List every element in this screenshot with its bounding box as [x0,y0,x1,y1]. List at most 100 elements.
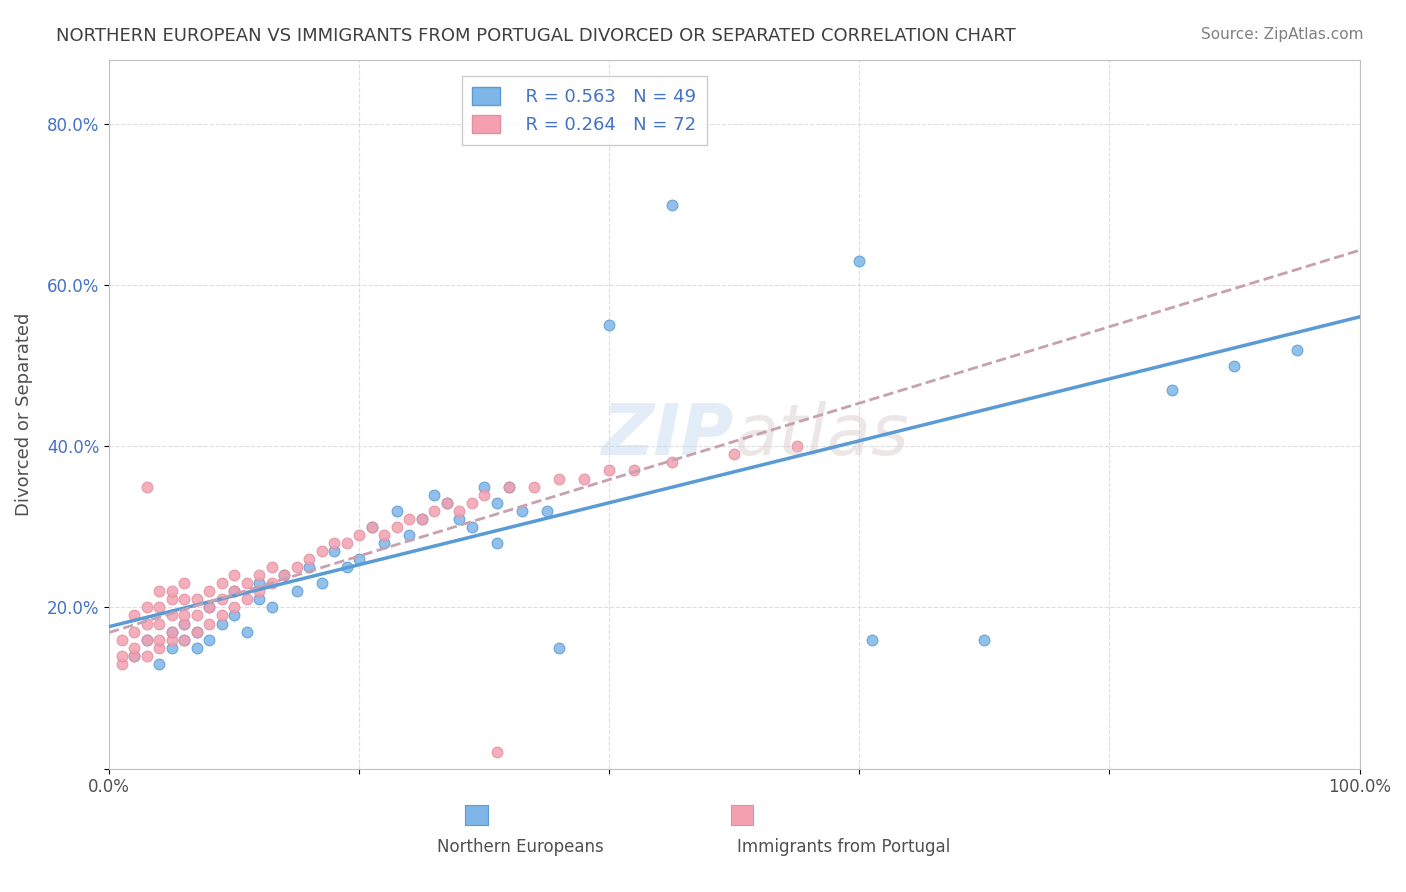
Point [285,560,308,574]
Point [247,592,270,607]
Point [235,624,257,639]
Point [198,632,221,647]
Point [548,640,571,655]
Point [186,592,208,607]
Point [186,624,208,639]
Point [224,568,246,582]
Point [323,536,346,550]
Point [211,592,233,607]
Point [160,624,183,639]
Point [498,479,520,493]
Point [385,520,408,534]
Point [285,584,308,599]
Point [148,640,170,655]
Point [211,616,233,631]
Point [186,624,208,639]
Point [485,496,508,510]
Point [110,657,132,671]
Point [122,648,145,663]
Point [436,496,458,510]
Point [148,616,170,631]
Point [723,447,745,461]
Point [548,471,571,485]
Point [311,544,333,558]
Point [661,455,683,469]
Point [224,584,246,599]
Point [122,608,145,623]
Point [336,560,359,574]
Point [1223,359,1246,373]
Point [198,584,221,599]
Point [423,488,446,502]
Point [160,624,183,639]
Text: Source: ZipAtlas.com: Source: ZipAtlas.com [1201,27,1364,42]
Point [260,600,283,615]
Point [472,479,495,493]
Point [247,568,270,582]
Legend:   R = 0.563   N = 49,   R = 0.264   N = 72: R = 0.563 N = 49, R = 0.264 N = 72 [461,76,707,145]
Point [148,657,170,671]
Point [398,528,420,542]
Point [461,496,484,510]
Point [973,632,995,647]
Text: atlas: atlas [734,401,908,470]
Point [148,584,170,599]
Point [135,479,157,493]
Point [247,584,270,599]
Point [186,608,208,623]
Point [472,488,495,502]
Point [211,608,233,623]
Point [173,608,195,623]
Point [186,640,208,655]
Point [122,640,145,655]
Point [385,504,408,518]
Point [160,640,183,655]
Text: Immigrants from Portugal: Immigrants from Portugal [737,838,950,856]
Point [574,471,596,485]
Point [173,632,195,647]
Point [122,648,145,663]
Point [461,520,484,534]
Point [198,600,221,615]
Point [398,512,420,526]
Point [135,648,157,663]
Point [160,592,183,607]
Point [485,536,508,550]
Point [485,746,508,760]
Point [160,608,183,623]
Point [860,632,883,647]
Point [298,560,321,574]
Y-axis label: Divorced or Separated: Divorced or Separated [15,312,32,516]
Point [235,576,257,591]
Point [135,616,157,631]
Text: Northern Europeans: Northern Europeans [437,838,603,856]
Point [311,576,333,591]
Point [135,632,157,647]
Point [173,616,195,631]
Point [373,528,395,542]
Point [423,504,446,518]
Point [347,552,370,566]
Point [235,592,257,607]
Point [336,536,359,550]
Point [360,520,382,534]
Point [160,632,183,647]
Point [211,576,233,591]
Point [198,616,221,631]
Point [411,512,433,526]
Point [260,576,283,591]
Point [148,632,170,647]
Point [173,592,195,607]
Point [260,560,283,574]
Text: NORTHERN EUROPEAN VS IMMIGRANTS FROM PORTUGAL DIVORCED OR SEPARATED CORRELATION : NORTHERN EUROPEAN VS IMMIGRANTS FROM POR… [56,27,1017,45]
Point [449,512,471,526]
Point [523,479,546,493]
Point [135,632,157,647]
Point [786,439,808,453]
Point [1161,383,1184,397]
Point [247,576,270,591]
Point [122,624,145,639]
Point [498,479,520,493]
Point [598,318,620,333]
Point [1285,343,1308,357]
